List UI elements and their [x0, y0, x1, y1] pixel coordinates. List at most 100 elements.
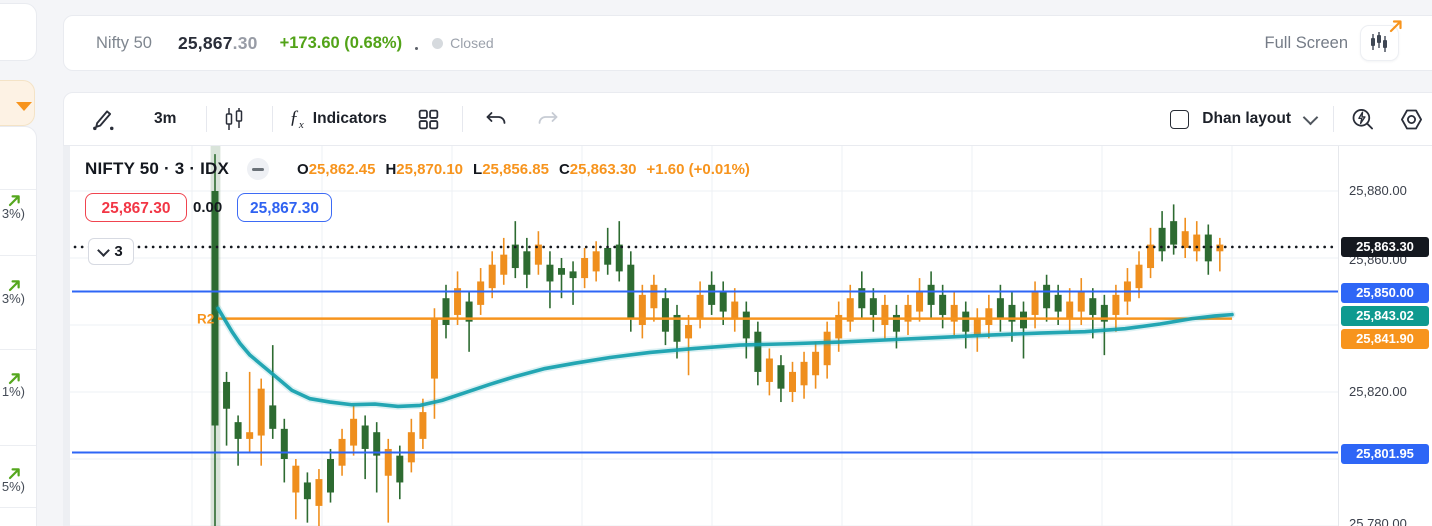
up-trend-arrow-icon [8, 373, 20, 385]
candlestick-chart-canvas[interactable]: R2 [70, 146, 1338, 526]
buy-price-button[interactable]: 25,867.30 [237, 193, 332, 222]
chart-type-icon[interactable] [222, 106, 246, 132]
candle-body [1135, 264, 1143, 289]
chevron-down-icon [97, 244, 111, 257]
candle-body [592, 251, 600, 272]
change-percent: 3%) [1, 291, 25, 306]
chart-panel: R2 NIFTY 50 · 3 · IDX O 25,862.45 H 25,870… [63, 146, 1432, 526]
settings-hexagon-icon[interactable] [1398, 106, 1425, 133]
redo-icon[interactable] [535, 107, 561, 131]
axis-price-badge: 25,850.00 [1341, 283, 1429, 303]
collapse-triangle-icon [16, 102, 32, 111]
candle-body [800, 361, 808, 386]
level-label-R2: R2 [197, 312, 214, 327]
candle-body [939, 294, 947, 315]
candle-body [661, 298, 669, 332]
axis-price-label: 25,780.00 [1349, 516, 1407, 526]
bar-change: +1.60 (+0.01%) [646, 160, 750, 178]
fullscreen-control[interactable]: Full Screen [1264, 20, 1402, 61]
candle-body [419, 412, 427, 439]
change-percent: 1%) [1, 384, 25, 399]
candle-body [315, 479, 323, 506]
hide-series-button[interactable] [247, 158, 270, 180]
watchlist-search-card[interactable] [0, 3, 37, 61]
up-trend-arrow-icon [8, 195, 20, 207]
up-trend-arrow-icon [8, 280, 20, 292]
axis-price-badge: 25,841.90 [1341, 329, 1429, 349]
indicators-fx-icon[interactable]: ƒx [289, 107, 304, 131]
candle-body [1112, 294, 1120, 315]
candle-body [881, 304, 889, 325]
symbol-header: Nifty 50 25,867.30 +173.60 (0.68%) Close… [63, 15, 1432, 71]
candle-body [1147, 244, 1155, 269]
candle-body [1054, 294, 1062, 312]
divider [0, 507, 36, 508]
candle-body [569, 271, 577, 279]
fullscreen-chart-button[interactable] [1360, 20, 1402, 61]
layout-checkbox[interactable] [1170, 109, 1190, 129]
candle-body [223, 381, 231, 409]
candle-body [534, 244, 542, 265]
chart-symbol-title[interactable]: NIFTY 50 · 3 · IDX [85, 159, 230, 178]
candle-body [523, 251, 531, 275]
price-axis[interactable]: 25,880.00 25,860.00 25,820.00 25,780.00 25,8… [1338, 146, 1432, 526]
up-trend-arrow-icon [8, 468, 20, 480]
divider [0, 349, 36, 350]
drawing-tools-icon[interactable] [89, 105, 117, 133]
indicators-button[interactable]: Indicators [312, 110, 387, 127]
candle-body [812, 351, 820, 376]
candle-body [500, 254, 508, 275]
candle-body [615, 244, 623, 272]
candle-body [1170, 221, 1178, 245]
axis-price-badge: 25,863.30 [1341, 237, 1429, 257]
candle-body [719, 291, 727, 312]
ohlc-values: O 25,862.45 H 25,870.10 L 25,856.85 C 25,863… [297, 160, 750, 178]
fullscreen-label[interactable]: Full Screen [1264, 33, 1348, 52]
candle-body [973, 318, 981, 336]
candle-body [696, 294, 704, 319]
layout-grid-icon[interactable] [416, 107, 441, 132]
spread-value: 0.00 [193, 199, 223, 216]
candle-body [1100, 304, 1108, 322]
candle-body [731, 301, 739, 319]
candle-body [985, 308, 993, 325]
last-traded-price: 25,867.30 [177, 32, 258, 53]
candle-body [927, 284, 935, 305]
interval-button[interactable]: 3m [154, 110, 177, 127]
undo-icon[interactable] [483, 107, 509, 131]
watchlist-panel: 3%) 3%) 1%) 5%) [0, 126, 37, 526]
candle-body [685, 325, 693, 339]
chevron-down-icon[interactable] [1302, 109, 1319, 125]
candle-body [858, 288, 866, 309]
candle-body [396, 455, 404, 483]
watchlist-section-header[interactable] [0, 80, 35, 126]
layout-selector[interactable]: Dhan layout [1202, 110, 1291, 127]
candle-body [604, 247, 612, 265]
chart-legend: NIFTY 50 · 3 · IDX O 25,862.45 H 25,870.10… [85, 158, 750, 180]
candle-body [904, 304, 912, 322]
ma-line [216, 306, 1234, 409]
divider [0, 255, 36, 256]
candle-body [234, 422, 242, 439]
left-gutter [63, 146, 70, 526]
drawings-collapse-chip[interactable]: 3 [88, 238, 134, 265]
candle-body [327, 459, 334, 493]
candle-body [962, 311, 970, 332]
candle-body [269, 405, 277, 429]
candle-body [477, 281, 485, 305]
candle-body [1031, 291, 1039, 315]
minus-icon [252, 167, 265, 171]
market-status-badge: Closed [432, 35, 494, 51]
candle-body [916, 291, 924, 312]
sell-price-button[interactable]: 25,867.30 [85, 193, 187, 222]
candle-body [777, 365, 785, 389]
divider [0, 189, 36, 190]
axis-price-badge: 25,843.02 [1341, 306, 1429, 326]
candle-body [950, 304, 958, 322]
candle-body [303, 482, 311, 500]
candle-body [546, 264, 554, 282]
axis-price-label: 25,820.00 [1349, 384, 1407, 399]
axis-price-label: 25,880.00 [1349, 183, 1407, 198]
flash-scan-icon[interactable] [1349, 106, 1376, 133]
candle-body [373, 432, 381, 456]
